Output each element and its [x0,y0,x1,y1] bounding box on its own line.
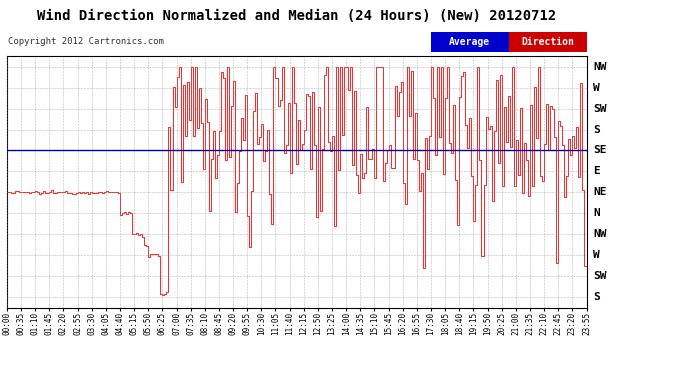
Text: Copyright 2012 Cartronics.com: Copyright 2012 Cartronics.com [8,37,164,46]
Text: W: W [593,82,600,93]
Text: SE: SE [593,146,607,156]
Text: N: N [593,208,600,218]
Text: NE: NE [593,188,607,197]
Text: Direction: Direction [521,37,574,47]
Text: NW: NW [593,62,607,72]
Text: Wind Direction Normalized and Median (24 Hours) (New) 20120712: Wind Direction Normalized and Median (24… [37,9,556,23]
Text: W: W [593,250,600,260]
Text: SW: SW [593,271,607,281]
Text: E: E [593,166,600,176]
Text: SW: SW [593,104,607,114]
Text: S: S [593,124,600,135]
FancyBboxPatch shape [509,32,586,53]
Text: S: S [593,292,600,302]
FancyBboxPatch shape [431,32,509,53]
Text: Average: Average [449,37,491,47]
Text: NW: NW [593,229,607,239]
